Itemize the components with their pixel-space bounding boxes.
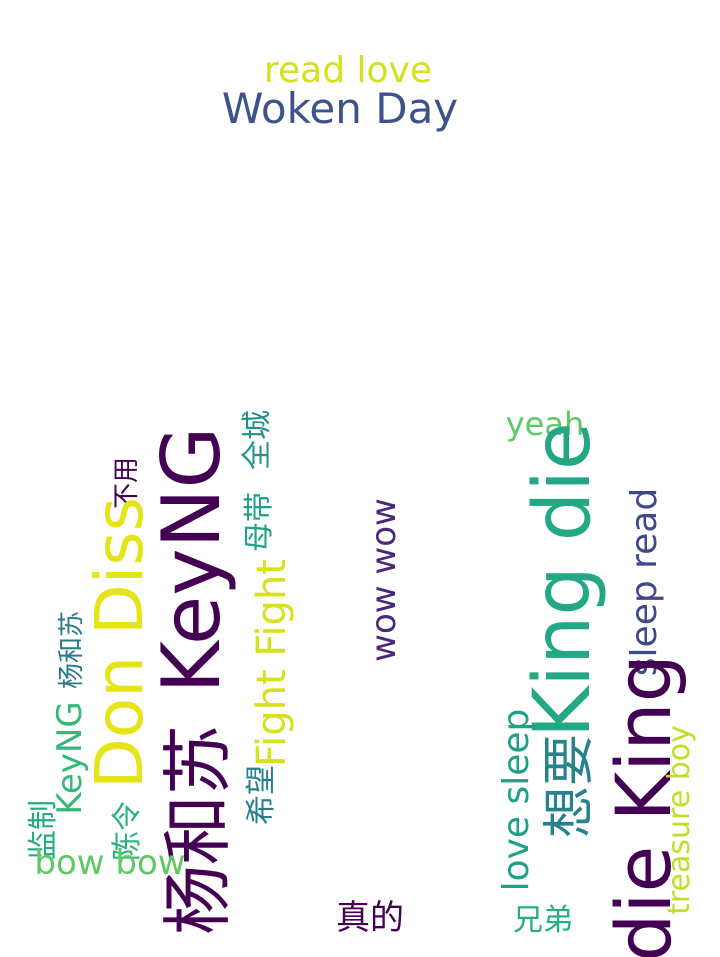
word-keyng-small: KeyNG [50, 701, 90, 815]
word-yeah: yeah [505, 405, 585, 443]
word-xiwang: 希望 [244, 765, 279, 825]
word-fight-fight: Fight Fight [249, 559, 295, 767]
word-yangesu-small: 杨和苏 [57, 610, 87, 690]
word-woken-day: Woken Day [221, 84, 459, 133]
word-xiangyao: 想要 [540, 733, 600, 839]
word-treasure-boy: treasure boy [662, 725, 697, 915]
word-mudai: 母带 [242, 492, 277, 552]
word-king-die: King die [518, 422, 608, 738]
word-quancheng: 全城 [240, 410, 275, 470]
word-keyng-large: KeyNG [145, 426, 238, 694]
word-sleep-read: sleep read [624, 487, 665, 677]
word-xiongdi: 兄弟 [513, 903, 573, 938]
word-wow-wow: wow wow [364, 498, 404, 662]
word-read-love: read love [264, 50, 432, 91]
word-bow-bow: bow bow [34, 843, 186, 883]
word-love-sleep: love sleep [496, 708, 537, 892]
word-zhende: 真的 [336, 898, 404, 938]
word-don-diss: Don Diss [81, 497, 158, 789]
word-yangesu-large: 杨和苏 [157, 725, 239, 935]
